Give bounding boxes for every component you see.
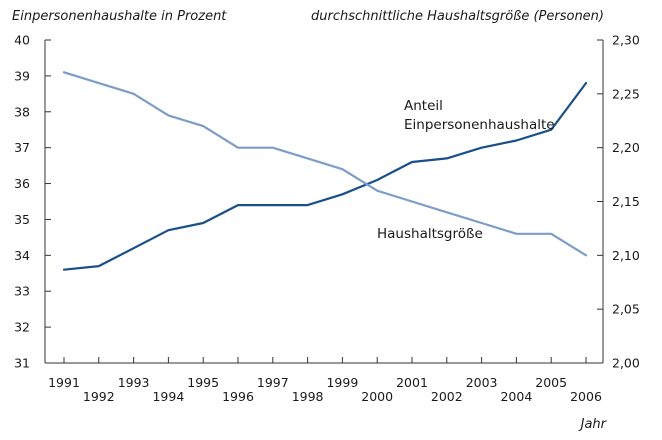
series-label-haushaltsgroesse: Haushaltsgröße — [377, 226, 483, 242]
x-tick-label: 1993 — [118, 375, 150, 390]
left-tick-label: 32 — [14, 320, 30, 335]
left-tick-label: 33 — [14, 284, 30, 299]
right-axis-ticks: 2,00 2,05 2,10 2,15 2,20 2,25 2,30 — [597, 33, 640, 371]
right-tick-label: 2,15 — [612, 194, 640, 209]
x-tick-label: 1995 — [187, 375, 219, 390]
series-label-einpersonenhaushalte-line1: Anteil — [404, 98, 443, 114]
x-tick-label: 2001 — [396, 375, 428, 390]
left-axis-ticks: 31 32 33 34 35 36 37 38 39 40 — [14, 33, 51, 371]
right-tick-label: 2,10 — [612, 248, 640, 263]
right-tick-label: 2,05 — [612, 302, 640, 317]
right-tick-label: 2,00 — [612, 356, 640, 371]
left-axis-title: Einpersonenhaushalte in Prozent — [12, 9, 227, 24]
x-tick-label: 2005 — [535, 375, 567, 390]
right-tick-label: 2,20 — [612, 140, 640, 155]
x-tick-label: 1998 — [292, 389, 324, 404]
left-tick-label: 37 — [14, 140, 30, 155]
x-tick-label: 1991 — [48, 375, 80, 390]
right-axis-title: durchschnittliche Haushaltsgröße (Person… — [311, 9, 604, 24]
x-tick-label: 2003 — [466, 375, 498, 390]
x-tick-label: 2004 — [500, 389, 532, 404]
x-tick-label: 1999 — [326, 375, 358, 390]
series-line-haushaltsgroesse — [62, 71, 588, 257]
x-tick-label: 1994 — [152, 389, 184, 404]
left-tick-label: 31 — [14, 356, 30, 371]
left-tick-label: 34 — [14, 248, 30, 263]
left-tick-label: 36 — [14, 176, 30, 191]
left-tick-label: 35 — [14, 212, 30, 227]
left-tick-label: 40 — [14, 33, 30, 48]
series-lines — [62, 71, 588, 271]
left-tick-label: 38 — [14, 104, 30, 119]
x-tick-label: 1992 — [83, 389, 115, 404]
x-tick-label: 1997 — [257, 375, 289, 390]
x-tick-label: 1996 — [222, 389, 254, 404]
x-axis-ticks: 1991199219931994199519961997199819992000… — [48, 357, 602, 404]
right-tick-label: 2,30 — [612, 33, 640, 48]
x-axis-title: Jahr — [578, 417, 608, 432]
right-tick-label: 2,25 — [612, 86, 640, 101]
x-tick-label: 2000 — [361, 389, 393, 404]
left-tick-label: 39 — [14, 68, 30, 83]
series-label-einpersonenhaushalte-line2: Einpersonenhaushalte — [404, 117, 555, 133]
series-line-einpersonenhaushalte — [62, 81, 588, 271]
x-tick-label: 2002 — [431, 389, 463, 404]
x-tick-label: 2006 — [570, 389, 602, 404]
